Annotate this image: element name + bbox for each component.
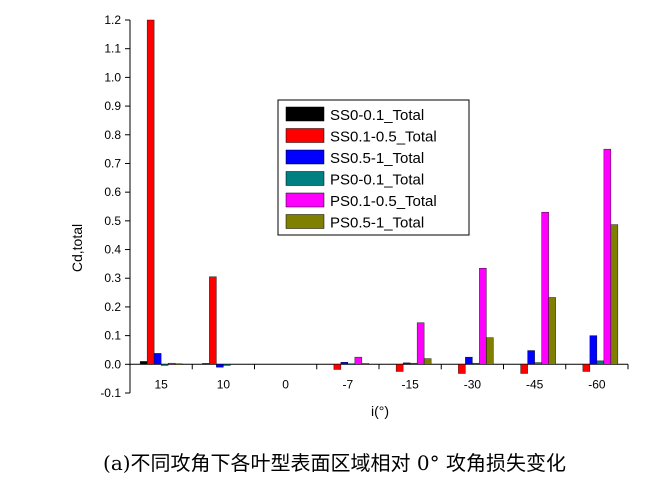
bar (361, 363, 370, 365)
legend-swatch (285, 149, 325, 165)
bar (409, 362, 418, 365)
y-tick-label: 0.9 (104, 99, 121, 113)
bar (472, 362, 480, 365)
y-tick-label: 0.5 (104, 214, 121, 228)
bars (139, 19, 619, 374)
legend-label: SS0-0.1_Total (330, 107, 424, 124)
bar (458, 364, 466, 374)
bar (589, 335, 598, 365)
bar (402, 362, 411, 365)
bar (333, 364, 342, 370)
bar (139, 361, 148, 365)
bar (174, 363, 183, 365)
legend-label: PS0-0.1_Total (330, 172, 424, 189)
y-tick-label: 0.6 (104, 185, 121, 199)
bar (395, 364, 404, 372)
x-axis-ticks: 15 10 0 -7 -15 -30 -45 -60 (129, 364, 629, 391)
x-tick-label: -60 (588, 377, 606, 391)
bar (347, 363, 356, 365)
y-tick-label: 0.2 (104, 300, 121, 314)
legend-swatch (285, 128, 325, 143)
legend-swatch (285, 106, 325, 122)
x-tick-label: 10 (217, 377, 231, 391)
x-tick-label: -7 (343, 377, 354, 391)
bar (354, 356, 363, 365)
bar (202, 363, 210, 365)
bar (167, 362, 176, 365)
bar (603, 148, 612, 365)
x-axis-label: i(°) (371, 403, 389, 419)
bar (465, 356, 473, 365)
y-tick-label: 0.3 (104, 271, 121, 285)
legend-swatch (285, 192, 325, 208)
legend-label: PS0.5-1_Total (330, 215, 424, 232)
bar (153, 353, 162, 365)
legend: SS0-0.1_Total SS0.1-0.5_Total SS0.5-1_Tota… (277, 99, 470, 236)
x-tick-label: -30 (464, 377, 482, 391)
legend-label: PS0.1-0.5_Total (330, 193, 437, 210)
bar (479, 267, 487, 365)
x-tick-label: -45 (526, 377, 544, 391)
x-tick-label: -15 (401, 377, 419, 391)
bar (582, 364, 591, 372)
legend-label: SS0.1-0.5_Total (330, 129, 437, 146)
bar (423, 358, 432, 365)
bar (160, 364, 169, 366)
bar (527, 350, 535, 365)
y-axis-ticks: -0.1 0.0 0.1 0.2 0.3 0.4 0.5 0.6 0.7 0.8 0.9 1.0 1.1… (100, 13, 130, 400)
y-tick-label: 0.4 (104, 243, 121, 257)
chart: -0.1 0.0 0.1 0.2 0.3 0.4 0.5 0.6 0.7 0.8 0.9 1.0 1.1… (69, 13, 629, 419)
bar (216, 364, 224, 368)
legend-label: SS0.5-1_Total (330, 150, 424, 167)
figure-caption: (a)不同攻角下各叶型表面区域相对 0° 攻角损失变化 (103, 451, 566, 475)
y-tick-label: 0.0 (104, 357, 121, 371)
bar (416, 322, 425, 365)
y-tick-label: 1.2 (104, 13, 121, 27)
bar (223, 364, 231, 366)
y-tick-label: 1.0 (104, 70, 121, 84)
legend-swatch (285, 214, 325, 229)
x-tick-label: 15 (154, 377, 168, 391)
y-tick-label: 0.7 (104, 156, 121, 170)
bar (146, 19, 155, 365)
bar (596, 360, 605, 365)
bar (548, 297, 556, 365)
y-tick-label: -0.1 (100, 386, 121, 400)
bar (340, 362, 349, 365)
bar (486, 337, 494, 365)
legend-swatch (285, 171, 325, 186)
x-tick-label: 0 (282, 377, 289, 391)
y-tick-label: 0.8 (104, 128, 121, 142)
bar (520, 364, 528, 374)
y-axis-label: Cd,total (69, 224, 85, 272)
bar (610, 224, 619, 365)
bar (541, 212, 549, 365)
y-tick-label: 0.1 (104, 329, 121, 343)
legend-box (277, 99, 470, 236)
bar (209, 276, 217, 365)
y-tick-label: 1.1 (104, 42, 121, 56)
bar (534, 362, 542, 365)
